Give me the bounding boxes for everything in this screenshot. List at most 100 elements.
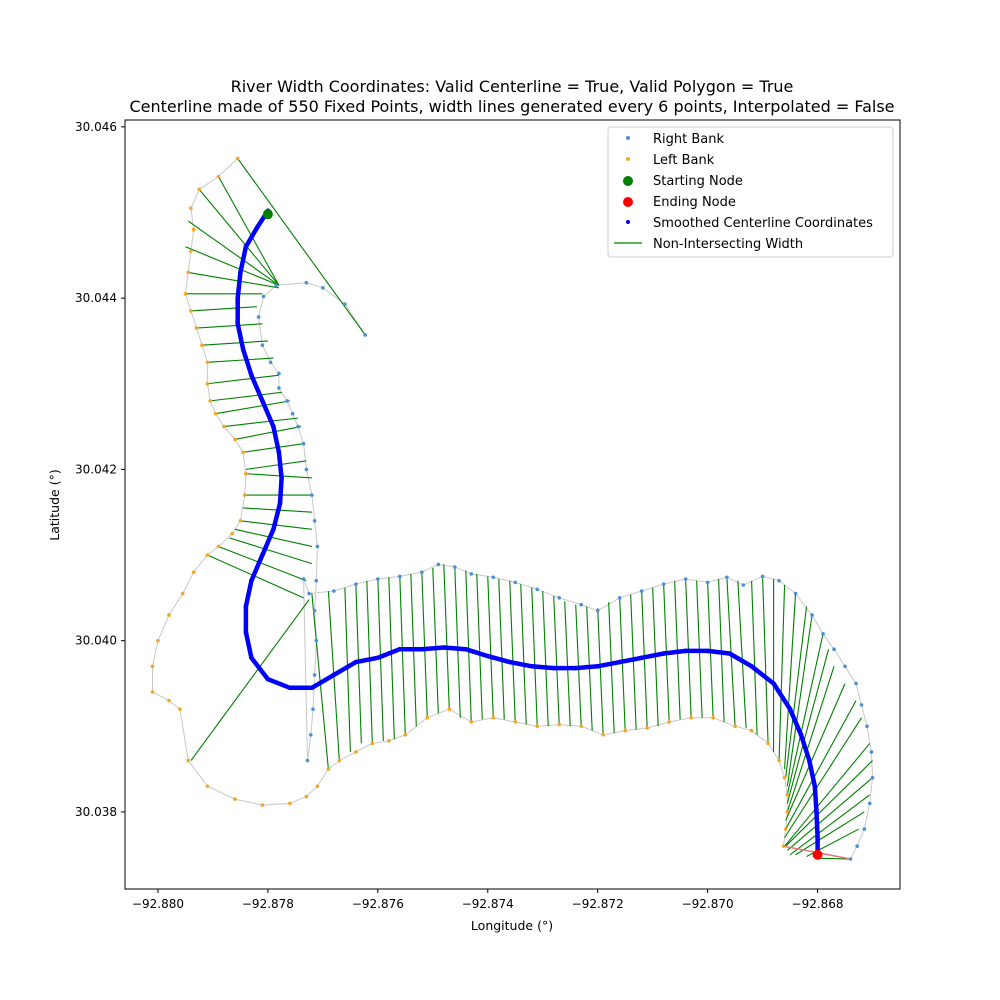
left-bank-point [167, 613, 171, 617]
left-bank-point [238, 518, 243, 523]
left-bank-point [354, 750, 358, 754]
ending-node [812, 849, 823, 860]
width-line [210, 391, 282, 402]
x-axis: −92.880 −92.878 −92.876 −92.874 −92.872 −92.8… [132, 889, 844, 911]
right-bank-point [376, 577, 380, 581]
width-line [784, 593, 797, 770]
legend-label-ending-node: Ending Node [653, 195, 736, 210]
right-bank-point [332, 589, 336, 593]
right-bank-point [821, 632, 825, 636]
left-bank-point [667, 720, 671, 724]
right-bank-point [865, 724, 869, 729]
right-bank-point [491, 575, 496, 580]
width-line [198, 189, 280, 286]
centerline-point [235, 321, 240, 327]
legend-label-centerline: Smoothed Centerline Coordinates [653, 216, 873, 231]
width-line [784, 717, 862, 838]
width-line [399, 576, 406, 735]
width-line [366, 580, 373, 744]
width-line [185, 246, 280, 286]
legend-box [607, 126, 894, 258]
width-line [245, 460, 307, 470]
right-bank-point [343, 302, 347, 306]
width-line [520, 584, 527, 725]
left-bank-point [205, 381, 210, 386]
left-bank-point [186, 758, 191, 763]
left-bank-point [749, 728, 754, 733]
right-bank-point [312, 608, 317, 613]
width-line [229, 537, 313, 565]
right-bank-point [420, 570, 424, 574]
right-bank-point [274, 283, 278, 288]
x-tick-label: −92.874 [462, 897, 514, 911]
left-bank-point [233, 437, 237, 442]
width-line [465, 570, 472, 723]
x-tick-label: −92.878 [242, 897, 294, 911]
left-bank-point [304, 794, 309, 799]
right-bank-point [832, 647, 836, 652]
width-line [218, 545, 307, 582]
centerline-point [240, 347, 246, 352]
centerline-point [441, 645, 447, 650]
left-bank-point [205, 784, 210, 789]
left-bank-point [785, 793, 790, 797]
centerline-point [353, 659, 359, 665]
width-line [421, 572, 428, 718]
legend: Right Bank Left Bank Starting Node Endin… [607, 126, 894, 258]
left-bank-point [208, 399, 212, 403]
legend-label-starting-node: Starting Node [653, 174, 743, 189]
width-line [786, 614, 813, 787]
left-bank-point [766, 741, 770, 746]
width-line [531, 587, 538, 727]
width-line [786, 633, 824, 795]
left-bank-point [213, 411, 218, 416]
left-bank-point [191, 570, 196, 574]
right-bank-point [301, 577, 306, 581]
chart-title-line-1: River Width Coordinates: Valid Centerlin… [231, 77, 794, 96]
right-bank-point [260, 343, 265, 348]
legend-marker-starting-node [623, 176, 633, 186]
width-line [476, 573, 483, 720]
centerline-point [260, 398, 265, 404]
right-bank-point [285, 399, 289, 403]
right-bank-point [312, 518, 317, 523]
left-bank-point [733, 724, 737, 729]
left-bank-point [403, 733, 408, 737]
right-bank-point [683, 577, 688, 581]
plot-area [150, 156, 875, 861]
width-line [630, 594, 637, 730]
left-bank-outline [152, 158, 788, 847]
centerline-point [243, 629, 249, 635]
right-bank-point [469, 572, 474, 576]
width-line [817, 857, 851, 860]
centerline-point [397, 646, 403, 652]
left-bank-point [235, 156, 240, 161]
centerline-point [276, 449, 282, 455]
right-bank-point [617, 596, 622, 600]
starting-node [262, 209, 273, 220]
right-bank-point [305, 758, 310, 763]
width-line [597, 608, 604, 735]
width-line [187, 220, 280, 286]
right-bank-point [261, 294, 266, 299]
centerline-point [705, 648, 710, 654]
width-line [245, 473, 312, 479]
left-bank-point [180, 591, 185, 596]
right-bank-point [855, 844, 859, 848]
right-bank-point [398, 574, 402, 579]
centerline-point [260, 552, 265, 558]
left-bank-point [535, 724, 540, 729]
centerline-point [815, 835, 820, 840]
width-line [432, 567, 439, 714]
width-line [234, 426, 301, 440]
right-bank-point [354, 582, 358, 586]
centerline-point [271, 424, 276, 429]
x-tick-label: −92.870 [682, 897, 734, 911]
centerline-point [419, 646, 425, 652]
right-bank-point [277, 371, 281, 376]
centerline-point [807, 758, 812, 763]
left-bank-point [194, 326, 199, 330]
left-bank-point [189, 249, 193, 253]
centerline-point [661, 651, 666, 656]
y-tick-label: 30.038 [75, 805, 117, 819]
